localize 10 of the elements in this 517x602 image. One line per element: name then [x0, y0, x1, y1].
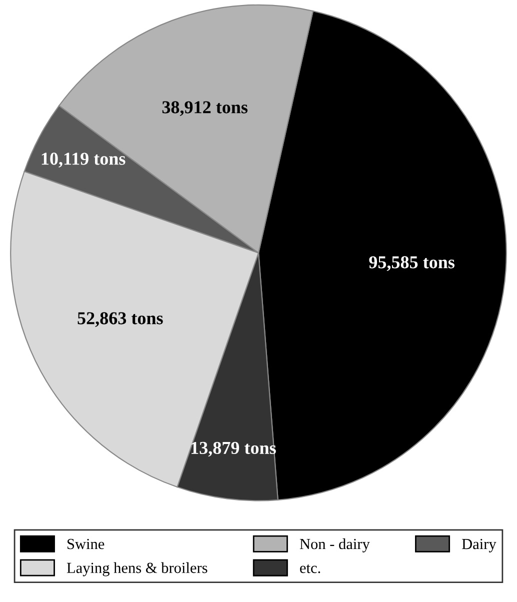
legend-label: Laying hens & broilers: [66, 562, 208, 576]
data-label: 13,879 tons: [192, 442, 276, 457]
data-label: 38,912 tons: [162, 101, 248, 116]
legend-label: Swine: [68, 538, 104, 550]
legend-label: Non - dairy: [300, 538, 370, 552]
legend-label: etc.: [300, 564, 320, 574]
legend-label: Dairy: [462, 538, 496, 552]
data-label: 52,863 tons: [78, 312, 163, 327]
data-label: 10,119 tons: [42, 152, 126, 168]
data-label: 95,585 tons: [369, 256, 454, 271]
